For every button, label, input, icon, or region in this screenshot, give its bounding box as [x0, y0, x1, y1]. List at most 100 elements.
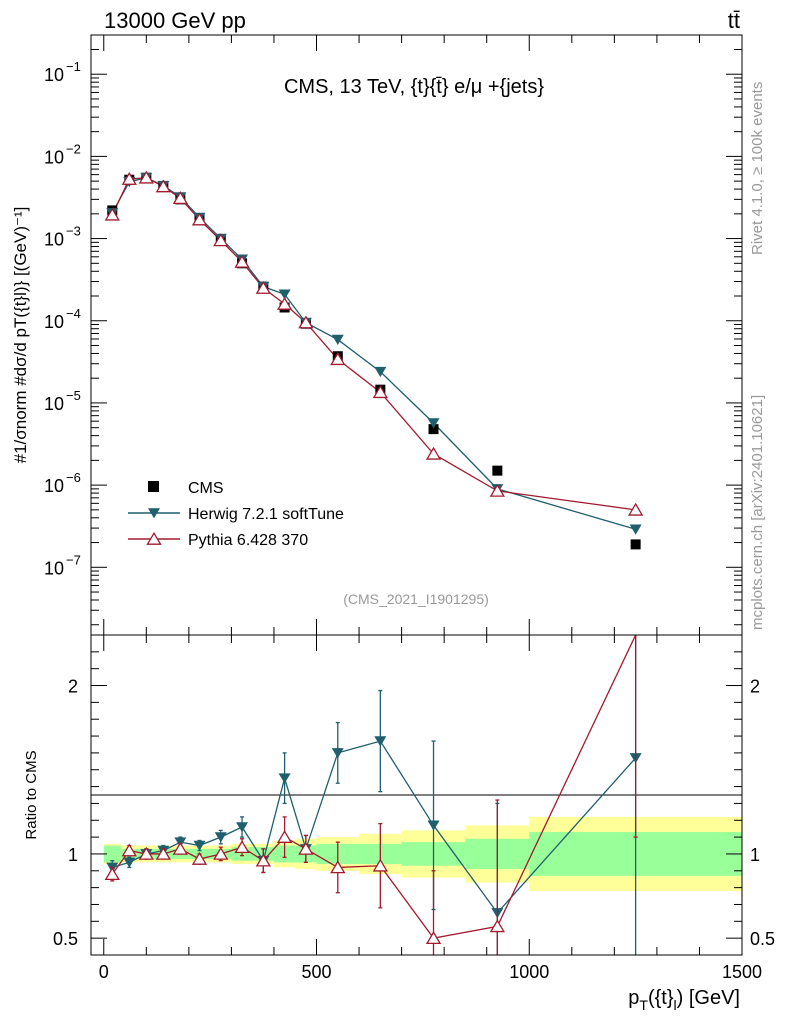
analysis-watermark: (CMS_2021_I1901295) — [343, 591, 489, 607]
ratio-pythia-point — [489, 919, 505, 933]
ratio-y-tick-label-right: 2 — [750, 677, 760, 697]
pythia-data-point — [121, 171, 137, 185]
ratio-pythia-point — [213, 846, 229, 860]
herwig-data-point — [331, 334, 344, 345]
legend-marker-pythia — [146, 531, 162, 545]
ratio-series-line — [111, 634, 637, 939]
legend-marker-cms — [148, 481, 159, 492]
ratio-pythia-point — [372, 858, 388, 872]
rivet-version-label: Rivet 4.1.0, ≥ 100k events — [749, 82, 766, 255]
ratio-frame — [90, 634, 743, 956]
main-y-tick-exponent: −5 — [66, 388, 81, 403]
main-y-tick-exponent: −3 — [66, 224, 81, 239]
legend-entry-label: Herwig 7.2.1 softTune — [188, 506, 344, 523]
x-label-sub: T — [639, 997, 648, 1013]
main-y-tick-label: 10 — [44, 558, 64, 578]
main-series-layer — [104, 170, 644, 550]
x-label-p: p — [628, 987, 639, 1009]
pythia-data-point — [255, 280, 271, 294]
herwig-data-point — [278, 289, 291, 300]
herwig-data-point — [629, 524, 642, 535]
ratio-herwig-point — [374, 736, 387, 747]
ratio-y-tick-label-right: 1 — [750, 845, 760, 865]
ratio-axis-ticks: 0.5 0.5 1 1 2 2 0 500 1000 1500 — [53, 634, 775, 982]
ratio-panel: 0.5 0.5 1 1 2 2 0 500 1000 1500 Ratio to CMS pT({… — [23, 634, 775, 1013]
ratio-pythia-point — [330, 860, 346, 874]
ratio-pythia-point — [234, 840, 250, 854]
ratio-x-tick-label: 500 — [301, 962, 331, 982]
ratio-herwig-point — [278, 773, 291, 784]
ratio-herwig-point — [427, 820, 440, 831]
legend: CMS Herwig 7.2.1 softTune Pythia 6.428 370 — [128, 480, 344, 549]
main-y-tick-exponent: −1 — [66, 59, 81, 74]
main-panel: 10−710−610−510−410−310−210−1 CMS, 13 TeV… — [11, 34, 743, 636]
main-y-tick-exponent: −7 — [66, 552, 81, 567]
main-y-tick-exponent: −2 — [66, 141, 81, 156]
cms-data-point — [630, 539, 641, 550]
pythia-data-point — [298, 315, 314, 329]
herwig-data-point — [374, 366, 387, 378]
ratio-y-tick-label: 2 — [68, 677, 78, 697]
pythia-data-point — [627, 502, 644, 516]
ratio-pythia-point — [298, 841, 314, 855]
x-label-unit: ) [GeV] — [677, 987, 740, 1009]
ratio-pythia-point — [172, 841, 188, 855]
pythia-data-point — [155, 179, 171, 193]
ratio-x-tick-label: 0 — [99, 962, 109, 982]
ratio-x-tick-label: 1500 — [722, 962, 762, 982]
ratio-pythia-point — [155, 846, 171, 860]
ratio-herwig-point — [331, 748, 344, 759]
ratio-series-line — [112, 740, 637, 914]
pythia-data-point — [138, 170, 154, 184]
ratio-series-layer — [104, 634, 642, 955]
pythia-data-point — [234, 254, 250, 268]
legend-marker-herwig — [148, 508, 160, 519]
main-axis-ticks: 10−710−610−510−410−310−210−1 — [44, 35, 743, 635]
main-y-tick-label: 10 — [44, 394, 64, 414]
ratio-y-tick-label: 1 — [68, 845, 78, 865]
pythia-data-point — [330, 352, 346, 366]
ratio-pythia-point — [425, 931, 442, 945]
main-y-tick-exponent: −6 — [66, 470, 81, 485]
pythia-data-point — [425, 446, 442, 460]
main-title: CMS, 13 TeV, {t}{t̄} e/μ +{jets} — [284, 76, 544, 98]
ratio-herwig-point — [123, 857, 136, 868]
main-series-line — [111, 177, 636, 511]
header-left-label: 13000 GeV pp — [104, 8, 246, 33]
main-y-tick-label: 10 — [44, 312, 64, 332]
mcplots-url-label: mcplots.cern.ch [arXiv:2401.10621] — [749, 395, 766, 630]
ratio-herwig-point — [236, 822, 249, 833]
main-series-line — [111, 177, 636, 530]
ratio-herwig-point — [214, 832, 227, 843]
ratio-pythia-point — [104, 867, 120, 881]
ratio-pythia-point — [138, 846, 154, 860]
main-y-axis-label: #1/σnorm #dσ/d pT({t}l)} [(GeV)⁻¹] — [11, 207, 30, 464]
ratio-y-tick-label: 0.5 — [53, 929, 78, 949]
ratio-x-axis-label: pT({t}l) [GeV] — [628, 987, 740, 1013]
ratio-pythia-point — [191, 851, 208, 865]
pythia-data-point — [213, 233, 229, 247]
ratio-pythia-point — [276, 829, 293, 843]
ratio-y-tick-label-right: 0.5 — [750, 929, 775, 949]
ratio-herwig-point — [193, 840, 206, 851]
legend-entry-label: Pythia 6.428 370 — [188, 532, 308, 549]
main-y-tick-label: 10 — [44, 65, 64, 85]
pythia-data-point — [104, 207, 120, 221]
ratio-pythia-point — [255, 853, 271, 867]
x-label-sub2: l — [674, 997, 677, 1013]
x-label-rest: ({t} — [648, 987, 674, 1009]
pythia-data-point — [191, 212, 208, 226]
pythia-data-point — [372, 385, 388, 399]
pythia-data-point — [172, 191, 188, 205]
cms-data-point — [492, 465, 503, 476]
main-y-tick-label: 10 — [44, 476, 64, 496]
cms-data-point — [428, 424, 439, 435]
ratio-x-tick-label: 1000 — [509, 962, 549, 982]
pythia-data-point — [276, 296, 293, 310]
legend-entry-label: CMS — [188, 480, 224, 497]
herwig-data-point — [427, 418, 440, 429]
main-y-tick-label: 10 — [44, 230, 64, 250]
header-right-label: tt̄ — [728, 8, 740, 33]
main-y-tick-exponent: −4 — [66, 306, 81, 321]
